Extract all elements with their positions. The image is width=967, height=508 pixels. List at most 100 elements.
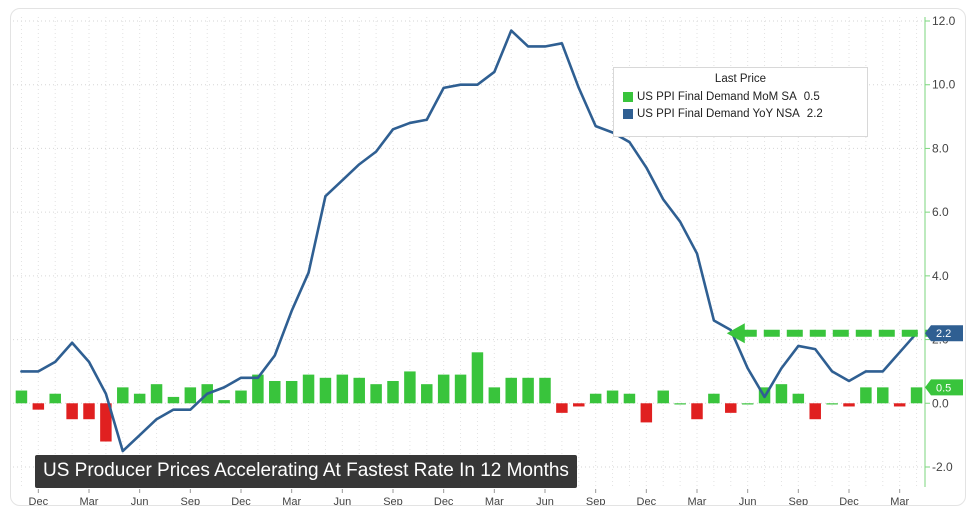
mom-bar [522, 377, 534, 404]
yoy-point [814, 348, 817, 350]
mom-bar [437, 374, 450, 404]
mom-bar [471, 352, 484, 404]
legend-item-yoy: US PPI Final Demand YoY NSA 2.2 [614, 105, 867, 122]
yoy-point [493, 71, 496, 73]
mom-bar [83, 403, 95, 420]
axis-layer: -2.00.02.04.06.08.010.012.02.20.5DecMarJ… [29, 14, 963, 505]
legend-swatch-mom [623, 91, 633, 102]
yoy-point [848, 380, 850, 382]
yoy-point [307, 271, 310, 274]
mom-bar [15, 390, 28, 404]
y-tick-label: 6.0 [932, 205, 949, 219]
yoy-point [476, 83, 479, 86]
mom-bar [910, 387, 923, 404]
yoy-point [729, 329, 732, 331]
yoy-point [138, 434, 141, 436]
yoy-point [696, 252, 698, 255]
yoy-point [341, 179, 344, 182]
mom-bar [674, 403, 686, 405]
yoy-point [544, 45, 546, 48]
mom-bar [623, 393, 636, 404]
yoy-point [594, 125, 597, 127]
mom-bar [49, 393, 61, 404]
yoy-line [20, 29, 918, 453]
grid-layer [13, 17, 925, 487]
yoy-point [392, 128, 394, 131]
annotation-layer [726, 323, 929, 344]
mom-bar [235, 390, 247, 404]
yoy-point [645, 166, 648, 169]
yoy-point [121, 450, 124, 452]
mom-bar [454, 374, 467, 404]
mom-bar [725, 403, 737, 413]
legend-value-yoy: 2.2 [806, 107, 823, 120]
x-tick-label: Jun [131, 496, 149, 505]
x-tick-label: Mar [890, 496, 909, 505]
yoy-point [425, 118, 428, 121]
y-tick-label: 0.0 [932, 396, 949, 410]
legend: Last Price US PPI Final Demand MoM SA 0.… [613, 67, 868, 137]
yoy-point [577, 87, 580, 89]
mom-bar [860, 387, 872, 404]
legend-swatch-yoy [623, 108, 633, 119]
y-tick-label: 10.0 [932, 78, 956, 92]
chart-canvas: -2.00.02.04.06.08.010.012.02.20.5DecMarJ… [13, 14, 963, 505]
yoy-point [240, 377, 242, 379]
x-tick-label: Dec [839, 496, 859, 505]
mom-bar [353, 377, 365, 404]
arrow-head [726, 323, 745, 344]
mom-bar [269, 380, 281, 404]
mom-bar [843, 403, 855, 407]
legend-item-mom: US PPI Final Demand MoM SA 0.5 [614, 88, 867, 105]
mom-bar [708, 393, 720, 404]
yoy-point [155, 418, 158, 421]
yoy-point [206, 392, 209, 395]
yoy-point [223, 386, 225, 389]
mom-bar [691, 403, 703, 420]
legend-value-mom: 0.5 [803, 90, 820, 103]
x-tick-label: Dec [29, 496, 49, 505]
mom-bar [809, 403, 821, 420]
svg-text:2.2: 2.2 [936, 328, 951, 340]
caption-banner: US Producer Prices Accelerating At Faste… [35, 455, 577, 488]
legend-label-mom: US PPI Final Demand MoM SA [637, 90, 797, 103]
x-tick-label: Sep [586, 496, 606, 505]
x-tick-label: Jun [739, 496, 757, 505]
x-tick-label: Sep [789, 496, 809, 505]
mom-bar [505, 377, 517, 404]
yoy-point [679, 220, 681, 223]
y-tick-label: -2.0 [932, 460, 953, 474]
yoy-point [881, 370, 884, 373]
mom-bar [893, 403, 906, 407]
yoy-point [375, 150, 377, 153]
mom-bar [32, 403, 45, 410]
mom-bar [640, 403, 653, 423]
mom-bar [606, 390, 619, 404]
y-tick-label: 8.0 [932, 141, 949, 155]
x-tick-label: Mar [80, 496, 99, 505]
mom-bar [285, 380, 298, 404]
x-tick-label: Mar [485, 496, 504, 505]
mom-bar [404, 371, 416, 404]
yoy-point [290, 310, 293, 312]
yoy-point [71, 341, 73, 344]
bar-layer [15, 352, 923, 442]
x-tick-label: Dec [231, 496, 251, 505]
yoy-point [409, 122, 411, 124]
legend-label-yoy: US PPI Final Demand YoY NSA [637, 107, 800, 120]
mom-bar [66, 403, 78, 420]
mom-bar [657, 390, 669, 404]
yoy-point [172, 408, 175, 411]
mom-bar [100, 403, 112, 442]
svg-text:0.5: 0.5 [936, 382, 951, 394]
mom-bar [792, 393, 805, 404]
yoy-point [273, 354, 276, 357]
x-tick-label: Mar [688, 496, 707, 505]
yoy-point [746, 367, 749, 370]
yoy-point [20, 370, 23, 373]
yoy-point [865, 370, 867, 373]
yoy-point [459, 83, 462, 86]
mom-bar [167, 396, 180, 404]
yoy-last-value-badge: 2.2 [925, 325, 963, 342]
mom-bar [556, 403, 568, 413]
